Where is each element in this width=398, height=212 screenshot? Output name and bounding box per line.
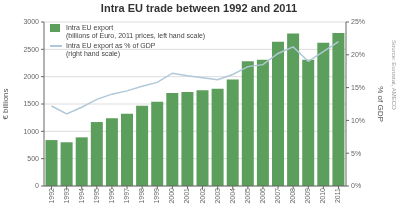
svg-text:2500: 2500 xyxy=(23,46,39,53)
svg-text:1999: 1999 xyxy=(153,188,160,204)
svg-text:2011: 2011 xyxy=(334,188,341,203)
html-text:Intra EU trade between 1992 an: Intra EU trade between 1992 and 2011 xyxy=(100,2,298,14)
svg-text:25%: 25% xyxy=(351,18,365,25)
svg-text:10%: 10% xyxy=(351,117,365,124)
svg-text:1000: 1000 xyxy=(23,128,39,135)
svg-text:2003: 2003 xyxy=(214,188,221,204)
svg-text:2008: 2008 xyxy=(289,188,296,204)
svg-text:500: 500 xyxy=(27,155,39,162)
svg-text:2002: 2002 xyxy=(199,188,206,204)
svg-text:2004: 2004 xyxy=(229,188,236,204)
svg-text:1996: 1996 xyxy=(108,188,115,204)
svg-text:0%: 0% xyxy=(351,182,361,189)
svg-text:2001: 2001 xyxy=(183,188,190,204)
svg-text:1500: 1500 xyxy=(23,100,39,107)
svg-text:1995: 1995 xyxy=(93,188,100,204)
svg-text:2005: 2005 xyxy=(244,188,251,204)
svg-text:€ billions: € billions xyxy=(8,88,10,119)
svg-text:1997: 1997 xyxy=(123,188,130,204)
svg-text:1993: 1993 xyxy=(63,188,70,204)
html-text:Intra EU export (billions of E: Intra EU export (billions of Euro, 2011 … xyxy=(66,24,206,39)
html-text:Source: Eurostat, AMECO: Source: Eurostat, AMECO xyxy=(391,40,397,110)
svg-text:% of GDP: % of GDP xyxy=(376,86,385,122)
svg-text:1992: 1992 xyxy=(48,188,55,204)
svg-text:20%: 20% xyxy=(351,51,365,58)
svg-text:2007: 2007 xyxy=(274,188,281,204)
svg-text:2006: 2006 xyxy=(259,188,266,204)
svg-text:1998: 1998 xyxy=(138,188,145,204)
html-text:Intra EU export as % of GDP (r: Intra EU export as % of GDP (right hand … xyxy=(66,42,156,57)
svg-text:15%: 15% xyxy=(351,84,365,91)
svg-text:1994: 1994 xyxy=(78,188,85,204)
svg-text:0: 0 xyxy=(35,182,39,189)
svg-text:2000: 2000 xyxy=(168,188,175,204)
svg-text:5%: 5% xyxy=(351,150,361,157)
svg-text:2009: 2009 xyxy=(304,188,311,204)
svg-text:3000: 3000 xyxy=(23,18,39,25)
svg-text:2000: 2000 xyxy=(23,73,39,80)
svg-text:2010: 2010 xyxy=(319,188,326,204)
